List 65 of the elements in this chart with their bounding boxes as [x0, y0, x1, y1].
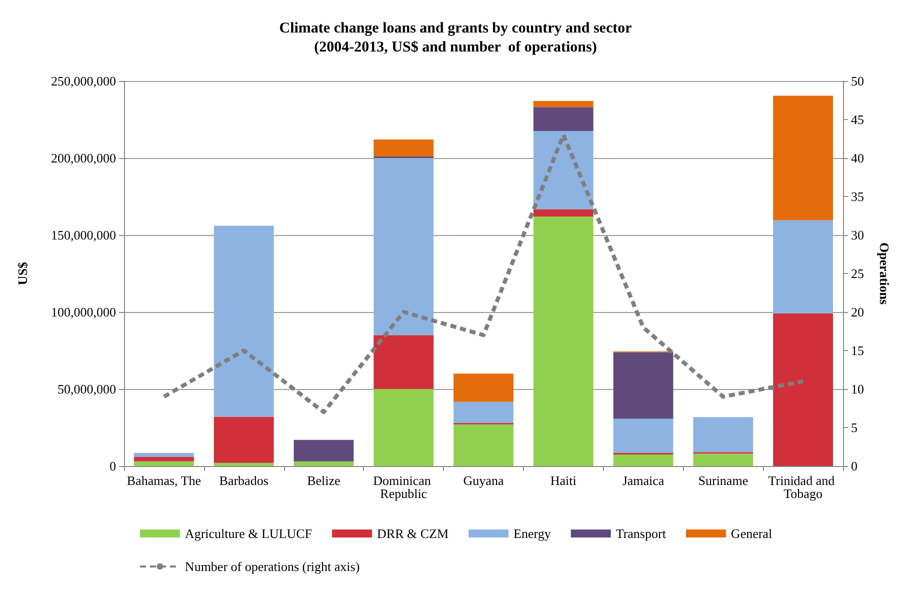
bar	[454, 374, 514, 402]
y2-tick-label: 0	[851, 458, 858, 474]
bar	[613, 352, 674, 419]
y2-tick-label: 40	[851, 150, 864, 166]
bar	[374, 389, 434, 466]
y2-tick-label: 5	[851, 420, 858, 435]
y2-tick-label: 25	[851, 266, 864, 281]
y2-tick-label: 15	[851, 343, 864, 358]
y-tick-label: 50,000,000	[58, 382, 116, 396]
x-tick-label: Guyana	[463, 473, 504, 488]
line-series	[162, 132, 806, 414]
legend-label: Transport	[616, 526, 666, 541]
y2-tick-label: 45	[851, 112, 864, 127]
legend-label: DRR & CZM	[377, 526, 449, 541]
y2-tick-label: 35	[851, 189, 864, 204]
bar	[454, 424, 514, 466]
bar	[294, 461, 354, 466]
bar	[613, 418, 674, 453]
bar	[214, 226, 274, 417]
chart-title: Climate change loans and grants by country and sector	[279, 20, 632, 36]
bar	[773, 96, 834, 220]
bar	[533, 209, 594, 217]
x-tick-label: Suriname	[698, 473, 748, 488]
y2-tick-label: 30	[851, 228, 864, 242]
bar	[454, 402, 514, 423]
bar	[374, 158, 434, 336]
y2-tick-label: 10	[851, 382, 864, 396]
x-tick-label: Bahamas, The	[126, 473, 202, 488]
x-tick-label: Trinidad and Tobago	[768, 473, 838, 501]
bar	[613, 454, 674, 466]
bar	[533, 107, 594, 132]
x-tick-label: Jamaica	[622, 473, 664, 488]
legend-label: Agriculture & LULUCF	[184, 526, 312, 541]
y-tick-label: 150,000,000	[51, 228, 116, 242]
y-tick-label: 200,000,000	[51, 150, 116, 166]
chart-subtitle: (2004-2013, US$ and number of operations)	[314, 40, 597, 56]
y2-tick-label: 50	[851, 74, 864, 88]
legend-label: Number of operations (right axis)	[184, 559, 360, 574]
legend-label: General	[730, 526, 772, 541]
x-tick-label: Haiti	[550, 473, 577, 488]
x-tick-label: Barbados	[219, 473, 268, 488]
y2-tick-label: 20	[851, 304, 864, 320]
legend-label: Energy	[514, 526, 552, 541]
bar	[134, 456, 194, 462]
bar	[294, 440, 354, 462]
bar	[693, 454, 754, 466]
y-tick-label: 100,000,000	[51, 304, 116, 320]
bar	[134, 452, 194, 457]
bar	[533, 101, 594, 108]
y-tick-label: 0	[110, 458, 116, 474]
bar	[134, 461, 194, 466]
bar	[374, 140, 434, 156]
bar	[773, 314, 834, 466]
bar	[693, 417, 754, 452]
bar	[773, 220, 834, 314]
bar	[533, 131, 594, 210]
x-tick-label: Dominican Republic	[373, 473, 434, 501]
y-tick-label: 250,000,000	[51, 74, 116, 88]
bar	[533, 216, 594, 466]
bar	[214, 416, 274, 463]
x-tick-label: Belize	[307, 473, 341, 488]
y2-axis-title: Operations	[877, 242, 892, 305]
bar	[214, 462, 274, 466]
y-axis-title: US$	[15, 261, 30, 286]
bar	[374, 335, 434, 389]
